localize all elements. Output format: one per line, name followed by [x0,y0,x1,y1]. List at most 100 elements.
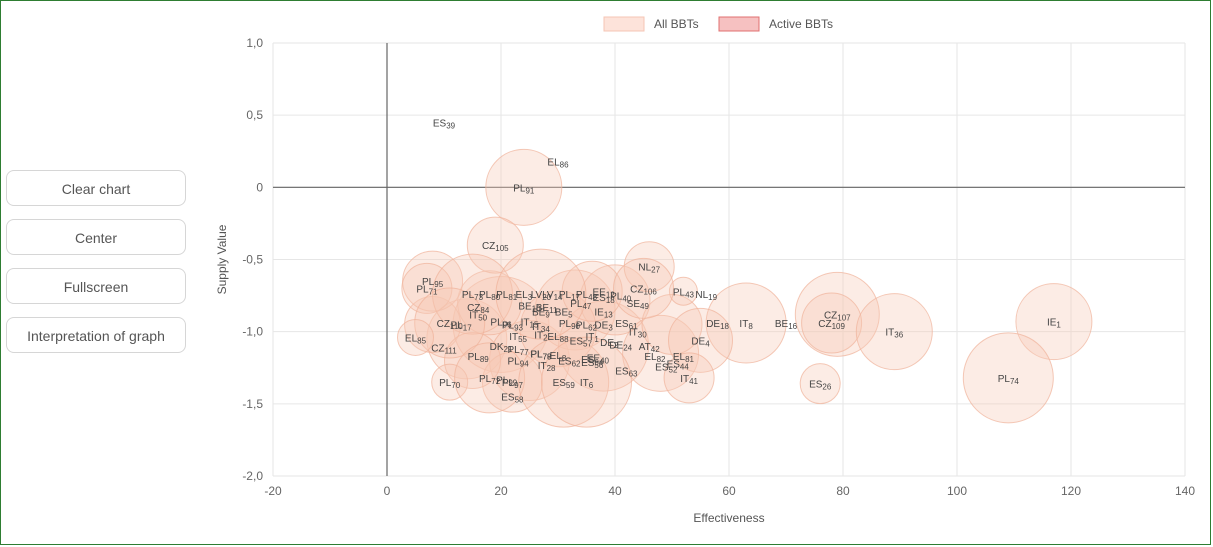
bbt-label-el82[interactable]: EL82 [644,352,666,364]
bbt-label-pl91[interactable]: PL91 [513,183,535,195]
bbt-bubble[interactable] [444,332,501,390]
bbt-label-lv20[interactable]: LV20 [531,290,552,302]
bbt-label-se49[interactable]: SE49 [627,299,650,311]
bbt-label-es61[interactable]: ES61 [615,319,638,331]
bbt-bubble-lv20[interactable] [495,248,587,340]
bbt-label-de3[interactable]: DE3 [594,320,613,332]
bbt-label-be10[interactable]: BE10 [518,302,541,314]
bbt-label-it55[interactable]: IT55 [509,332,527,344]
bbt-bubble-de4[interactable] [668,307,733,373]
bbt-bubble-el85[interactable] [397,318,434,356]
bbt-label-el81[interactable]: EL81 [673,352,695,364]
bbt-label-pl48[interactable]: PL48 [576,290,598,302]
interpretation-of-graph-button[interactable]: Interpretation of graph [6,317,186,353]
bbt-label-es58[interactable]: ES58 [501,393,524,405]
bbt-label-pl74[interactable]: PL74 [998,374,1020,386]
center-button[interactable]: Center [6,219,186,255]
bbt-bubble-pl74[interactable] [962,332,1054,424]
bbt-label-ie13[interactable]: IE13 [594,307,613,319]
bbt-label-es64[interactable]: ES64 [581,355,604,367]
fullscreen-button[interactable]: Fullscreen [6,268,186,304]
bbt-label-es44[interactable]: ES44 [667,359,690,371]
bbt-bubble-es26[interactable] [799,363,841,405]
bbt-bubble[interactable] [622,314,700,392]
bbt-bubble[interactable] [426,298,508,380]
bbt-label-pl77[interactable]: PL77 [508,345,530,357]
bbt-label-pl62[interactable]: PL62 [576,320,598,332]
bbt-bubble-cz105[interactable] [466,216,524,274]
bbt-bubble-nl27[interactable] [623,241,675,293]
bbt-label-pl95[interactable]: PL95 [422,277,444,289]
bbt-bubble[interactable] [481,351,543,413]
bbt-label-el3[interactable]: EL3 [515,290,532,302]
bbt-label-it6[interactable]: IT6 [580,378,594,390]
bbt-label-it2[interactable]: IT2 [534,331,548,343]
bbt-label-ee12[interactable]: EE12 [592,287,615,299]
bbt-label-lv14[interactable]: LV14 [542,290,563,302]
bbt-label-pl43[interactable]: PL43 [673,287,695,299]
bbt-label-pl78[interactable]: PL78 [530,349,552,361]
bbt-bubble-it8[interactable] [705,282,787,364]
bbt-label-cz84[interactable]: CZ84 [467,303,490,315]
bbt-bubble-pl72[interactable] [454,342,526,414]
bbt-label-pl97[interactable]: PL97 [502,378,524,390]
bbt-label-es63[interactable]: ES63 [615,367,638,379]
bbt-label-it50[interactable]: IT50 [469,310,487,322]
bbt-bubble-pl73[interactable] [432,253,513,335]
bbt-bubble-pl43[interactable] [668,276,698,306]
bbt-label-es52[interactable]: ES52 [655,362,678,374]
bbt-label-es56[interactable]: ES56 [581,358,604,370]
bbt-label-it15[interactable]: IT15 [521,318,539,330]
bbt-label-es39[interactable]: ES39 [433,118,456,130]
bbt-label-be16[interactable]: BE16 [775,319,798,331]
bbt-label-es57[interactable]: ES57 [570,336,593,348]
bbt-label-pl81[interactable]: PL81 [496,290,518,302]
bbt-label-cz105[interactable]: CZ105 [482,241,509,253]
bbt-label-pl94[interactable]: PL94 [508,357,530,369]
bbt-label-de24[interactable]: DE24 [609,341,632,353]
bbt-label-el86[interactable]: EL86 [547,157,569,169]
bbt-bubble-pl70[interactable] [431,363,469,401]
bbt-label-es62[interactable]: ES62 [558,357,581,369]
bbt-label-es18[interactable]: ES18 [592,293,615,305]
bbt-label-pl73[interactable]: PL73 [462,290,484,302]
bbt-label-it41[interactable]: IT41 [680,374,698,386]
bbt-label-cz111[interactable]: CZ111 [431,344,457,356]
bbt-label-pl71[interactable]: PL71 [416,284,438,296]
bbt-bubble-it6[interactable] [541,336,632,428]
bbt-bubble[interactable] [519,290,597,368]
bbt-label-el88[interactable]: EL88 [547,332,569,344]
bbt-label-it8[interactable]: IT8 [739,319,753,331]
bbt-label-pl99[interactable]: PL99 [496,375,518,387]
bbt-label-cz109[interactable]: CZ109 [818,319,845,331]
bbt-bubble-cz106[interactable] [613,257,674,319]
bbt-label-pl96[interactable]: PL96 [490,318,512,330]
bbt-label-nl19[interactable]: NL19 [695,290,717,302]
bbt-bubble-ie1[interactable] [1015,283,1093,361]
bbt-label-pl40[interactable]: PL40 [610,292,632,304]
legend-label-all-bbts[interactable]: All BBTs [654,17,699,31]
bbt-bubble-es59[interactable] [518,336,610,428]
bbt-bubble-cz107[interactable] [794,271,880,357]
bbt-label-dk21[interactable]: DK21 [490,342,513,354]
bbt-label-pl17[interactable]: PL17 [451,320,473,332]
bbt-label-es59[interactable]: ES59 [553,378,576,390]
bbt-bubble[interactable] [561,260,623,322]
bbt-label-at42[interactable]: AT42 [639,342,660,354]
legend-swatch-all-bbts[interactable] [603,16,645,32]
bbt-label-pl89[interactable]: PL89 [468,352,490,364]
legend-swatch-active-bbts[interactable] [718,16,760,32]
bbt-label-ie1[interactable]: IE1 [1047,318,1061,330]
bbt-label-pl70[interactable]: PL70 [439,378,461,390]
bbt-label-pl79[interactable]: PL79 [530,349,552,361]
bbt-bubble-cz109[interactable] [801,292,863,354]
bbt-bubble-it41[interactable] [663,352,715,404]
bbt-label-it34[interactable]: IT34 [532,322,550,334]
bbt-bubble-cz110[interactable] [414,287,486,359]
bbt-label-cz110[interactable]: CZ110 [437,319,464,331]
bbt-label-pl80[interactable]: PL80 [479,290,501,302]
bbt-label-it30[interactable]: IT30 [629,328,647,340]
legend-label-active-bbts[interactable]: Active BBTs [769,17,833,31]
bbt-label-de2[interactable]: DE2 [600,338,619,350]
bbt-label-es26[interactable]: ES26 [809,380,832,392]
